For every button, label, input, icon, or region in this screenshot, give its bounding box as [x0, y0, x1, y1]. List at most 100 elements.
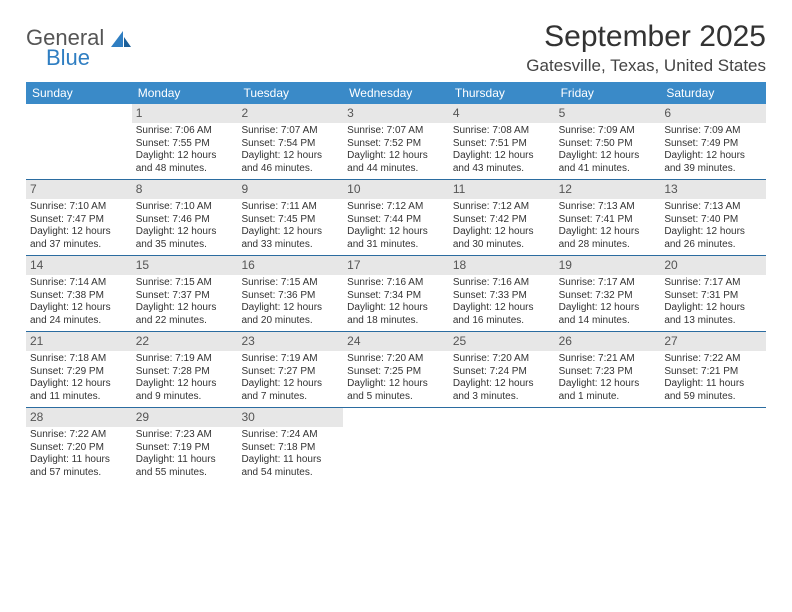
daylight-line: Daylight: 12 hours and 7 minutes.: [241, 378, 339, 403]
sunset-line: Sunset: 7:38 PM: [30, 290, 128, 303]
day-cell: 6Sunrise: 7:09 AMSunset: 7:49 PMDaylight…: [660, 104, 766, 179]
sunrise-line: Sunrise: 7:20 AM: [347, 353, 445, 366]
day-cell: 1Sunrise: 7:06 AMSunset: 7:55 PMDaylight…: [132, 104, 238, 179]
sunset-line: Sunset: 7:34 PM: [347, 290, 445, 303]
sunrise-line: Sunrise: 7:07 AM: [241, 125, 339, 138]
sunrise-line: Sunrise: 7:12 AM: [453, 201, 551, 214]
day-number: 5: [555, 104, 661, 123]
daylight-line: Daylight: 12 hours and 33 minutes.: [241, 226, 339, 251]
sunrise-line: Sunrise: 7:10 AM: [136, 201, 234, 214]
title-block: September 2025 Gatesville, Texas, United…: [526, 20, 766, 76]
day-number: 11: [449, 180, 555, 199]
day-cell: 25Sunrise: 7:20 AMSunset: 7:24 PMDayligh…: [449, 332, 555, 407]
sunset-line: Sunset: 7:45 PM: [241, 214, 339, 227]
daylight-line: Daylight: 12 hours and 14 minutes.: [559, 302, 657, 327]
daylight-line: Daylight: 12 hours and 20 minutes.: [241, 302, 339, 327]
sunrise-line: Sunrise: 7:24 AM: [241, 429, 339, 442]
daylight-line: Daylight: 12 hours and 37 minutes.: [30, 226, 128, 251]
calendar-grid: Sunday Monday Tuesday Wednesday Thursday…: [26, 82, 766, 483]
sunrise-line: Sunrise: 7:09 AM: [664, 125, 762, 138]
sunset-line: Sunset: 7:18 PM: [241, 442, 339, 455]
dow-sunday: Sunday: [26, 82, 132, 104]
sunrise-line: Sunrise: 7:08 AM: [453, 125, 551, 138]
daylight-line: Daylight: 12 hours and 26 minutes.: [664, 226, 762, 251]
daylight-line: Daylight: 12 hours and 9 minutes.: [136, 378, 234, 403]
day-number: 6: [660, 104, 766, 123]
day-cell: 18Sunrise: 7:16 AMSunset: 7:33 PMDayligh…: [449, 256, 555, 331]
day-number: 28: [26, 408, 132, 427]
day-cell: 22Sunrise: 7:19 AMSunset: 7:28 PMDayligh…: [132, 332, 238, 407]
sunrise-line: Sunrise: 7:19 AM: [241, 353, 339, 366]
day-cell-empty: [343, 408, 449, 483]
brand-text: General Blue: [26, 26, 104, 69]
dow-monday: Monday: [132, 82, 238, 104]
calendar-week: 14 Sunrise: 7:14 AMSunset: 7:38 PM Dayligh…: [26, 255, 766, 331]
sunset-line: Sunset: 7:27 PM: [241, 366, 339, 379]
day-cell: 19Sunrise: 7:17 AMSunset: 7:32 PMDayligh…: [555, 256, 661, 331]
day-cell-empty: [660, 408, 766, 483]
day-cell: 30Sunrise: 7:24 AMSunset: 7:18 PMDayligh…: [237, 408, 343, 483]
sunset-line: Sunset: 7:21 PM: [664, 366, 762, 379]
day-cell: 17 Sunrise: 7:16 AMSunset: 7:34 PMDayligh…: [343, 256, 449, 331]
day-cell-empty: [555, 408, 661, 483]
day-number: 14: [26, 256, 132, 275]
sunrise-line: Sunrise: 7:17 AM: [664, 277, 762, 290]
day-cell: 3Sunrise: 7:07 AMSunset: 7:52 PMDaylight…: [343, 104, 449, 179]
day-cell: 10Sunrise: 7:12 AMSunset: 7:44 PMDayligh…: [343, 180, 449, 255]
day-cell-empty: [449, 408, 555, 483]
dow-thursday: Thursday: [449, 82, 555, 104]
sunrise-line: Sunrise: 7:09 AM: [559, 125, 657, 138]
day-cell: 20Sunrise: 7:17 AMSunset: 7:31 PMDayligh…: [660, 256, 766, 331]
daylight-line: Daylight: 12 hours and 35 minutes.: [136, 226, 234, 251]
sunrise-line: Sunrise: 7:20 AM: [453, 353, 551, 366]
sunrise-line: Sunrise: 7:14 AM: [30, 277, 128, 290]
day-number: 1: [132, 104, 238, 123]
calendar-week: 7Sunrise: 7:10 AMSunset: 7:47 PMDaylight…: [26, 179, 766, 255]
day-cell: 15Sunrise: 7:15 AMSunset: 7:37 PMDayligh…: [132, 256, 238, 331]
sunrise-line: Sunrise: 7:15 AM: [241, 277, 339, 290]
calendar-week: 1Sunrise: 7:06 AMSunset: 7:55 PMDaylight…: [26, 104, 766, 179]
day-cell: 16Sunrise: 7:15 AMSunset: 7:36 PMDayligh…: [237, 256, 343, 331]
daylight-line: Daylight: 12 hours and 44 minutes.: [347, 150, 445, 175]
sunrise-line: Sunrise: 7:22 AM: [30, 429, 128, 442]
daylight-line: Daylight: 12 hours and 18 minutes.: [347, 302, 445, 327]
location-subtitle: Gatesville, Texas, United States: [526, 56, 766, 76]
daylight-line: Daylight: 11 hours and 54 minutes.: [241, 454, 339, 479]
calendar-week: 21Sunrise: 7:18 AMSunset: 7:29 PMDayligh…: [26, 331, 766, 407]
day-cell: 12Sunrise: 7:13 AMSunset: 7:41 PMDayligh…: [555, 180, 661, 255]
day-number: 18: [449, 256, 555, 275]
day-cell: 8Sunrise: 7:10 AMSunset: 7:46 PMDaylight…: [132, 180, 238, 255]
day-number: 12: [555, 180, 661, 199]
day-cell: 9Sunrise: 7:11 AMSunset: 7:45 PMDaylight…: [237, 180, 343, 255]
day-cell-empty: [26, 104, 132, 179]
calendar-page: General Blue September 2025 Gatesville, …: [0, 0, 792, 503]
daylight-line: Daylight: 12 hours and 13 minutes.: [664, 302, 762, 327]
page-header: General Blue September 2025 Gatesville, …: [26, 20, 766, 76]
sunset-line: Sunset: 7:41 PM: [559, 214, 657, 227]
sunrise-line: Sunrise: 7:16 AM: [347, 277, 445, 290]
day-number: 17: [343, 256, 449, 275]
day-number: 24: [343, 332, 449, 351]
sunset-line: Sunset: 7:23 PM: [559, 366, 657, 379]
sunset-line: Sunset: 7:55 PM: [136, 138, 234, 151]
dow-saturday: Saturday: [660, 82, 766, 104]
daylight-line: Daylight: 12 hours and 28 minutes.: [559, 226, 657, 251]
sunrise-line: Sunrise: 7:15 AM: [136, 277, 234, 290]
day-cell: 27Sunrise: 7:22 AMSunset: 7:21 PMDayligh…: [660, 332, 766, 407]
day-number: 16: [237, 256, 343, 275]
sunset-line: Sunset: 7:44 PM: [347, 214, 445, 227]
dow-tuesday: Tuesday: [237, 82, 343, 104]
sunrise-line: Sunrise: 7:19 AM: [136, 353, 234, 366]
sunset-line: Sunset: 7:33 PM: [453, 290, 551, 303]
sunset-line: Sunset: 7:29 PM: [30, 366, 128, 379]
sunset-line: Sunset: 7:24 PM: [453, 366, 551, 379]
day-cell: 11Sunrise: 7:12 AMSunset: 7:42 PMDayligh…: [449, 180, 555, 255]
day-number: 15: [132, 256, 238, 275]
daylight-line: Daylight: 12 hours and 31 minutes.: [347, 226, 445, 251]
sunrise-line: Sunrise: 7:11 AM: [241, 201, 339, 214]
day-cell: 4Sunrise: 7:08 AMSunset: 7:51 PMDaylight…: [449, 104, 555, 179]
brand-logo: General Blue: [26, 20, 133, 69]
sunset-line: Sunset: 7:31 PM: [664, 290, 762, 303]
sunrise-line: Sunrise: 7:18 AM: [30, 353, 128, 366]
day-cell: 24Sunrise: 7:20 AMSunset: 7:25 PMDayligh…: [343, 332, 449, 407]
